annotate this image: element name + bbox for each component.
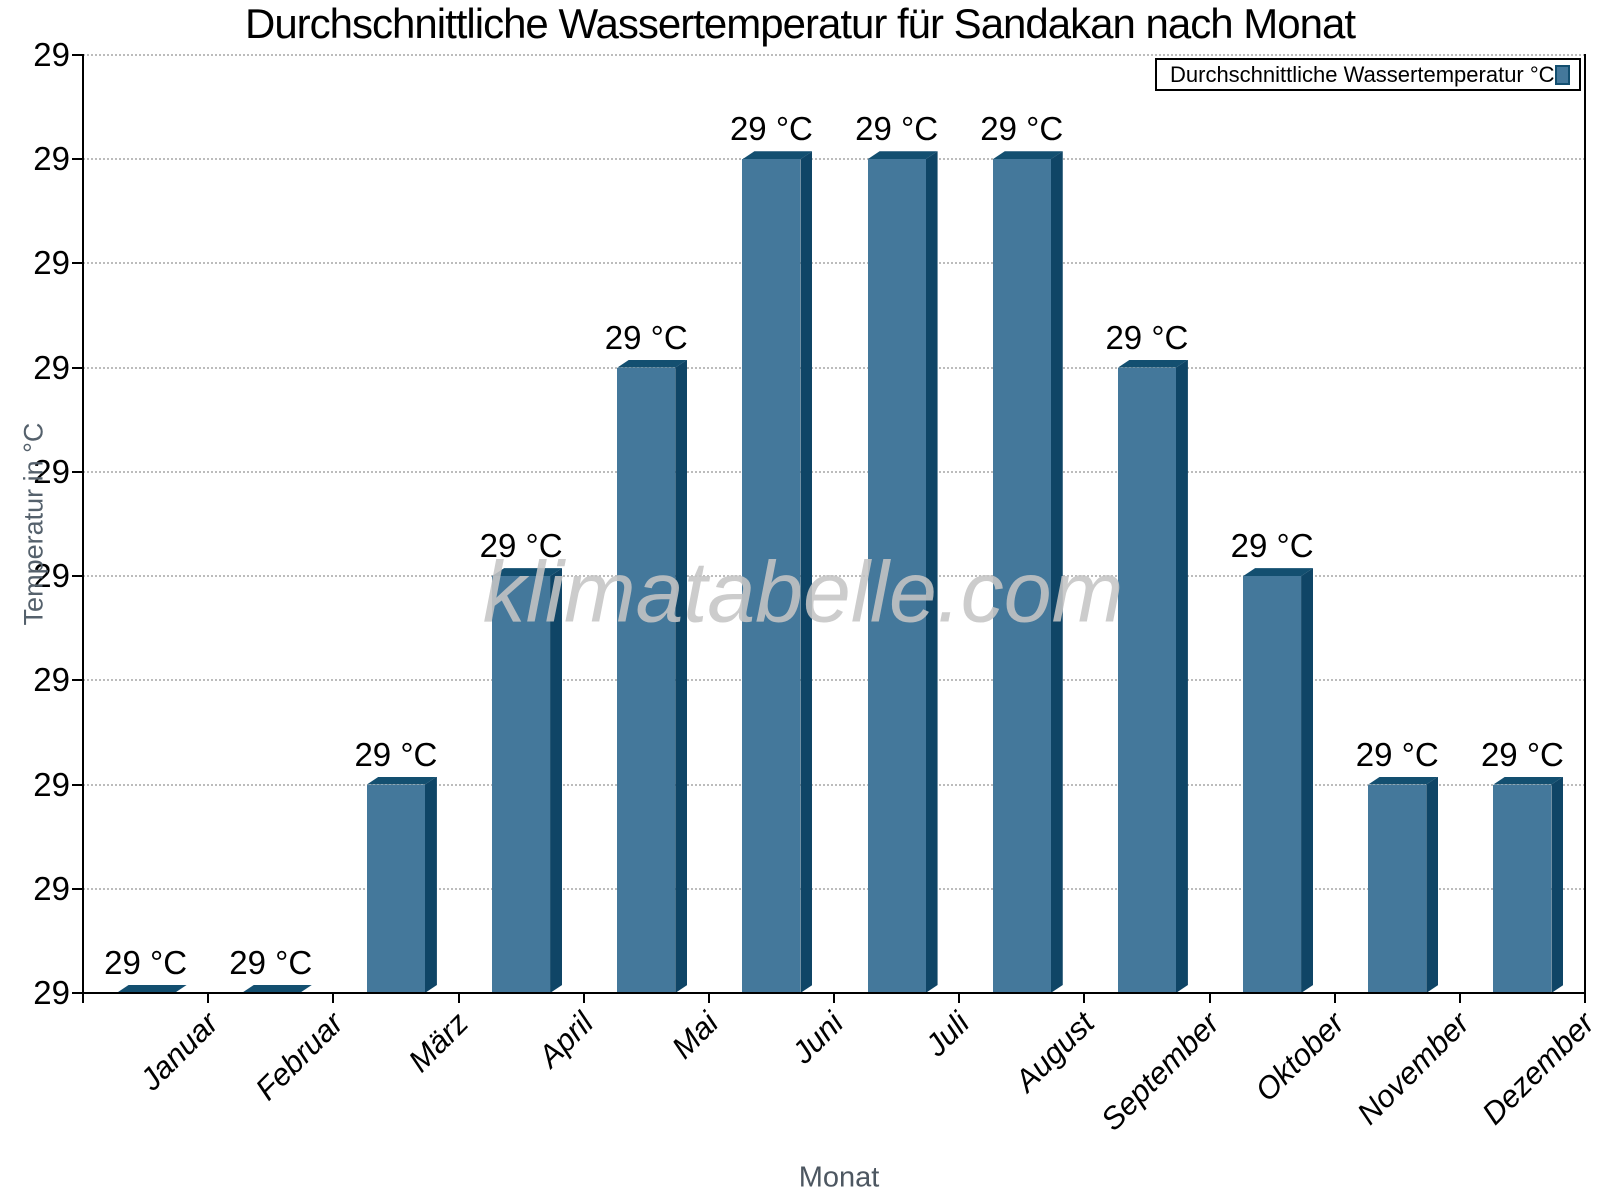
gridline: [83, 887, 1585, 890]
y-tick-label: 29: [33, 869, 70, 907]
bar-side-face-dezember: [1551, 777, 1563, 993]
bar-value-label: 29 °C: [479, 527, 563, 565]
bar-value-label: 29 °C: [729, 110, 813, 148]
bar-top-face-juni: [742, 151, 812, 159]
bar-value-label: 29 °C: [1355, 735, 1439, 773]
y-tick: [72, 887, 83, 890]
y-tick-label: 29: [33, 36, 70, 73]
y-tick: [72, 470, 83, 473]
x-tick: [958, 993, 961, 1003]
legend-swatch-icon: [1554, 64, 1570, 85]
bar-value-label: 29 °C: [604, 318, 688, 356]
y-tick: [72, 783, 83, 786]
x-axis-title: Monat: [798, 1161, 880, 1194]
bar-side-face-juni: [800, 151, 812, 993]
y-tick-label: 29: [33, 244, 70, 282]
watermark: klimatabelle.com: [482, 544, 1124, 641]
bar-top-face-august: [993, 151, 1063, 159]
bar-front-marz: [366, 784, 425, 993]
bar-top-face-februar: [242, 985, 312, 993]
y-tick: [72, 366, 83, 369]
y-axis-title: Temperatur in °C: [18, 422, 49, 626]
bar-side-face-mai: [675, 360, 687, 993]
bar-top-face-september: [1118, 360, 1188, 368]
x-tick: [207, 993, 210, 1003]
gridline: [83, 158, 1585, 161]
bar-top-face-november: [1368, 777, 1438, 785]
bar-top-face-april: [492, 568, 562, 576]
y-tick-label: 29: [33, 765, 70, 803]
bar-top-face-oktober: [1243, 568, 1313, 576]
bar-value-label: 29 °C: [104, 944, 188, 981]
gridline: [83, 366, 1585, 369]
gridline: [83, 470, 1585, 473]
x-tick: [1584, 993, 1586, 1003]
x-tick: [457, 993, 460, 1003]
x-tick: [1458, 993, 1461, 1003]
bar-front-juni: [742, 159, 801, 993]
bar-top-face-dezember: [1493, 777, 1563, 785]
x-tick: [82, 993, 84, 1003]
y-tick: [72, 575, 83, 578]
bar-front-dezember: [1493, 784, 1552, 993]
bar-front-september: [1117, 367, 1176, 993]
bar-front-november: [1368, 784, 1427, 993]
x-tick: [1333, 993, 1336, 1003]
bar-value-label: 29 °C: [1105, 318, 1189, 356]
y-tick: [72, 262, 83, 265]
bar-top-face-mai: [617, 360, 687, 368]
bar-value-label: 29 °C: [980, 110, 1064, 148]
y-tick: [72, 158, 83, 161]
legend-box: Durchschnittliche Wassertemperatur °C: [1155, 58, 1581, 91]
y-tick: [72, 992, 83, 994]
y-axis-line: [82, 54, 84, 995]
bar-side-face-september: [1176, 360, 1188, 993]
gridline: [83, 783, 1585, 786]
y-tick: [72, 54, 83, 56]
y-tick-label: 29: [33, 452, 70, 490]
bar-value-label: 29 °C: [229, 944, 313, 981]
bar-side-face-juli: [926, 151, 938, 993]
y-tick-label: 29: [33, 661, 70, 699]
bar-side-face-august: [1051, 151, 1063, 993]
bar-front-mai: [617, 367, 676, 993]
bar-front-juli: [867, 159, 926, 993]
y-tick-label: 29: [33, 140, 70, 178]
bar-front-oktober: [1243, 576, 1302, 993]
gridline: [83, 54, 1585, 56]
y-tick-label: 29: [33, 557, 70, 595]
x-tick: [833, 993, 835, 1003]
bar-value-label: 29 °C: [855, 110, 939, 148]
gridline: [83, 262, 1585, 265]
bar-side-face-april: [550, 568, 562, 993]
x-tick: [332, 993, 335, 1003]
x-tick: [1083, 993, 1086, 1003]
bar-value-label: 29 °C: [1480, 735, 1564, 773]
x-tick: [582, 993, 585, 1003]
y-tick: [72, 679, 83, 682]
right-axis-line: [1584, 54, 1586, 995]
bar-front-april: [492, 576, 551, 993]
x-tick: [707, 993, 710, 1003]
y-tick-label: 29: [33, 348, 70, 386]
x-tick: [1208, 993, 1211, 1003]
legend-label: Durchschnittliche Wassertemperatur °C: [1170, 61, 1555, 87]
bar-side-face-oktober: [1301, 568, 1313, 993]
y-tick-label: 29: [33, 974, 70, 1011]
bar-top-face-marz: [367, 777, 437, 785]
bar-side-face-marz: [425, 777, 437, 993]
bar-side-face-november: [1426, 777, 1438, 993]
gridline: [83, 575, 1585, 578]
bar-top-face-januar: [117, 985, 187, 993]
bar-front-august: [992, 159, 1051, 993]
x-tick-label: Dezember: [1475, 1005, 1600, 1132]
bar-value-label: 29 °C: [1230, 527, 1314, 565]
bar-value-label: 29 °C: [354, 735, 438, 773]
chart-title: Durchschnittliche Wassertemperatur für S…: [244, 0, 1356, 47]
bar-top-face-juli: [868, 151, 938, 159]
gridline: [83, 679, 1585, 682]
